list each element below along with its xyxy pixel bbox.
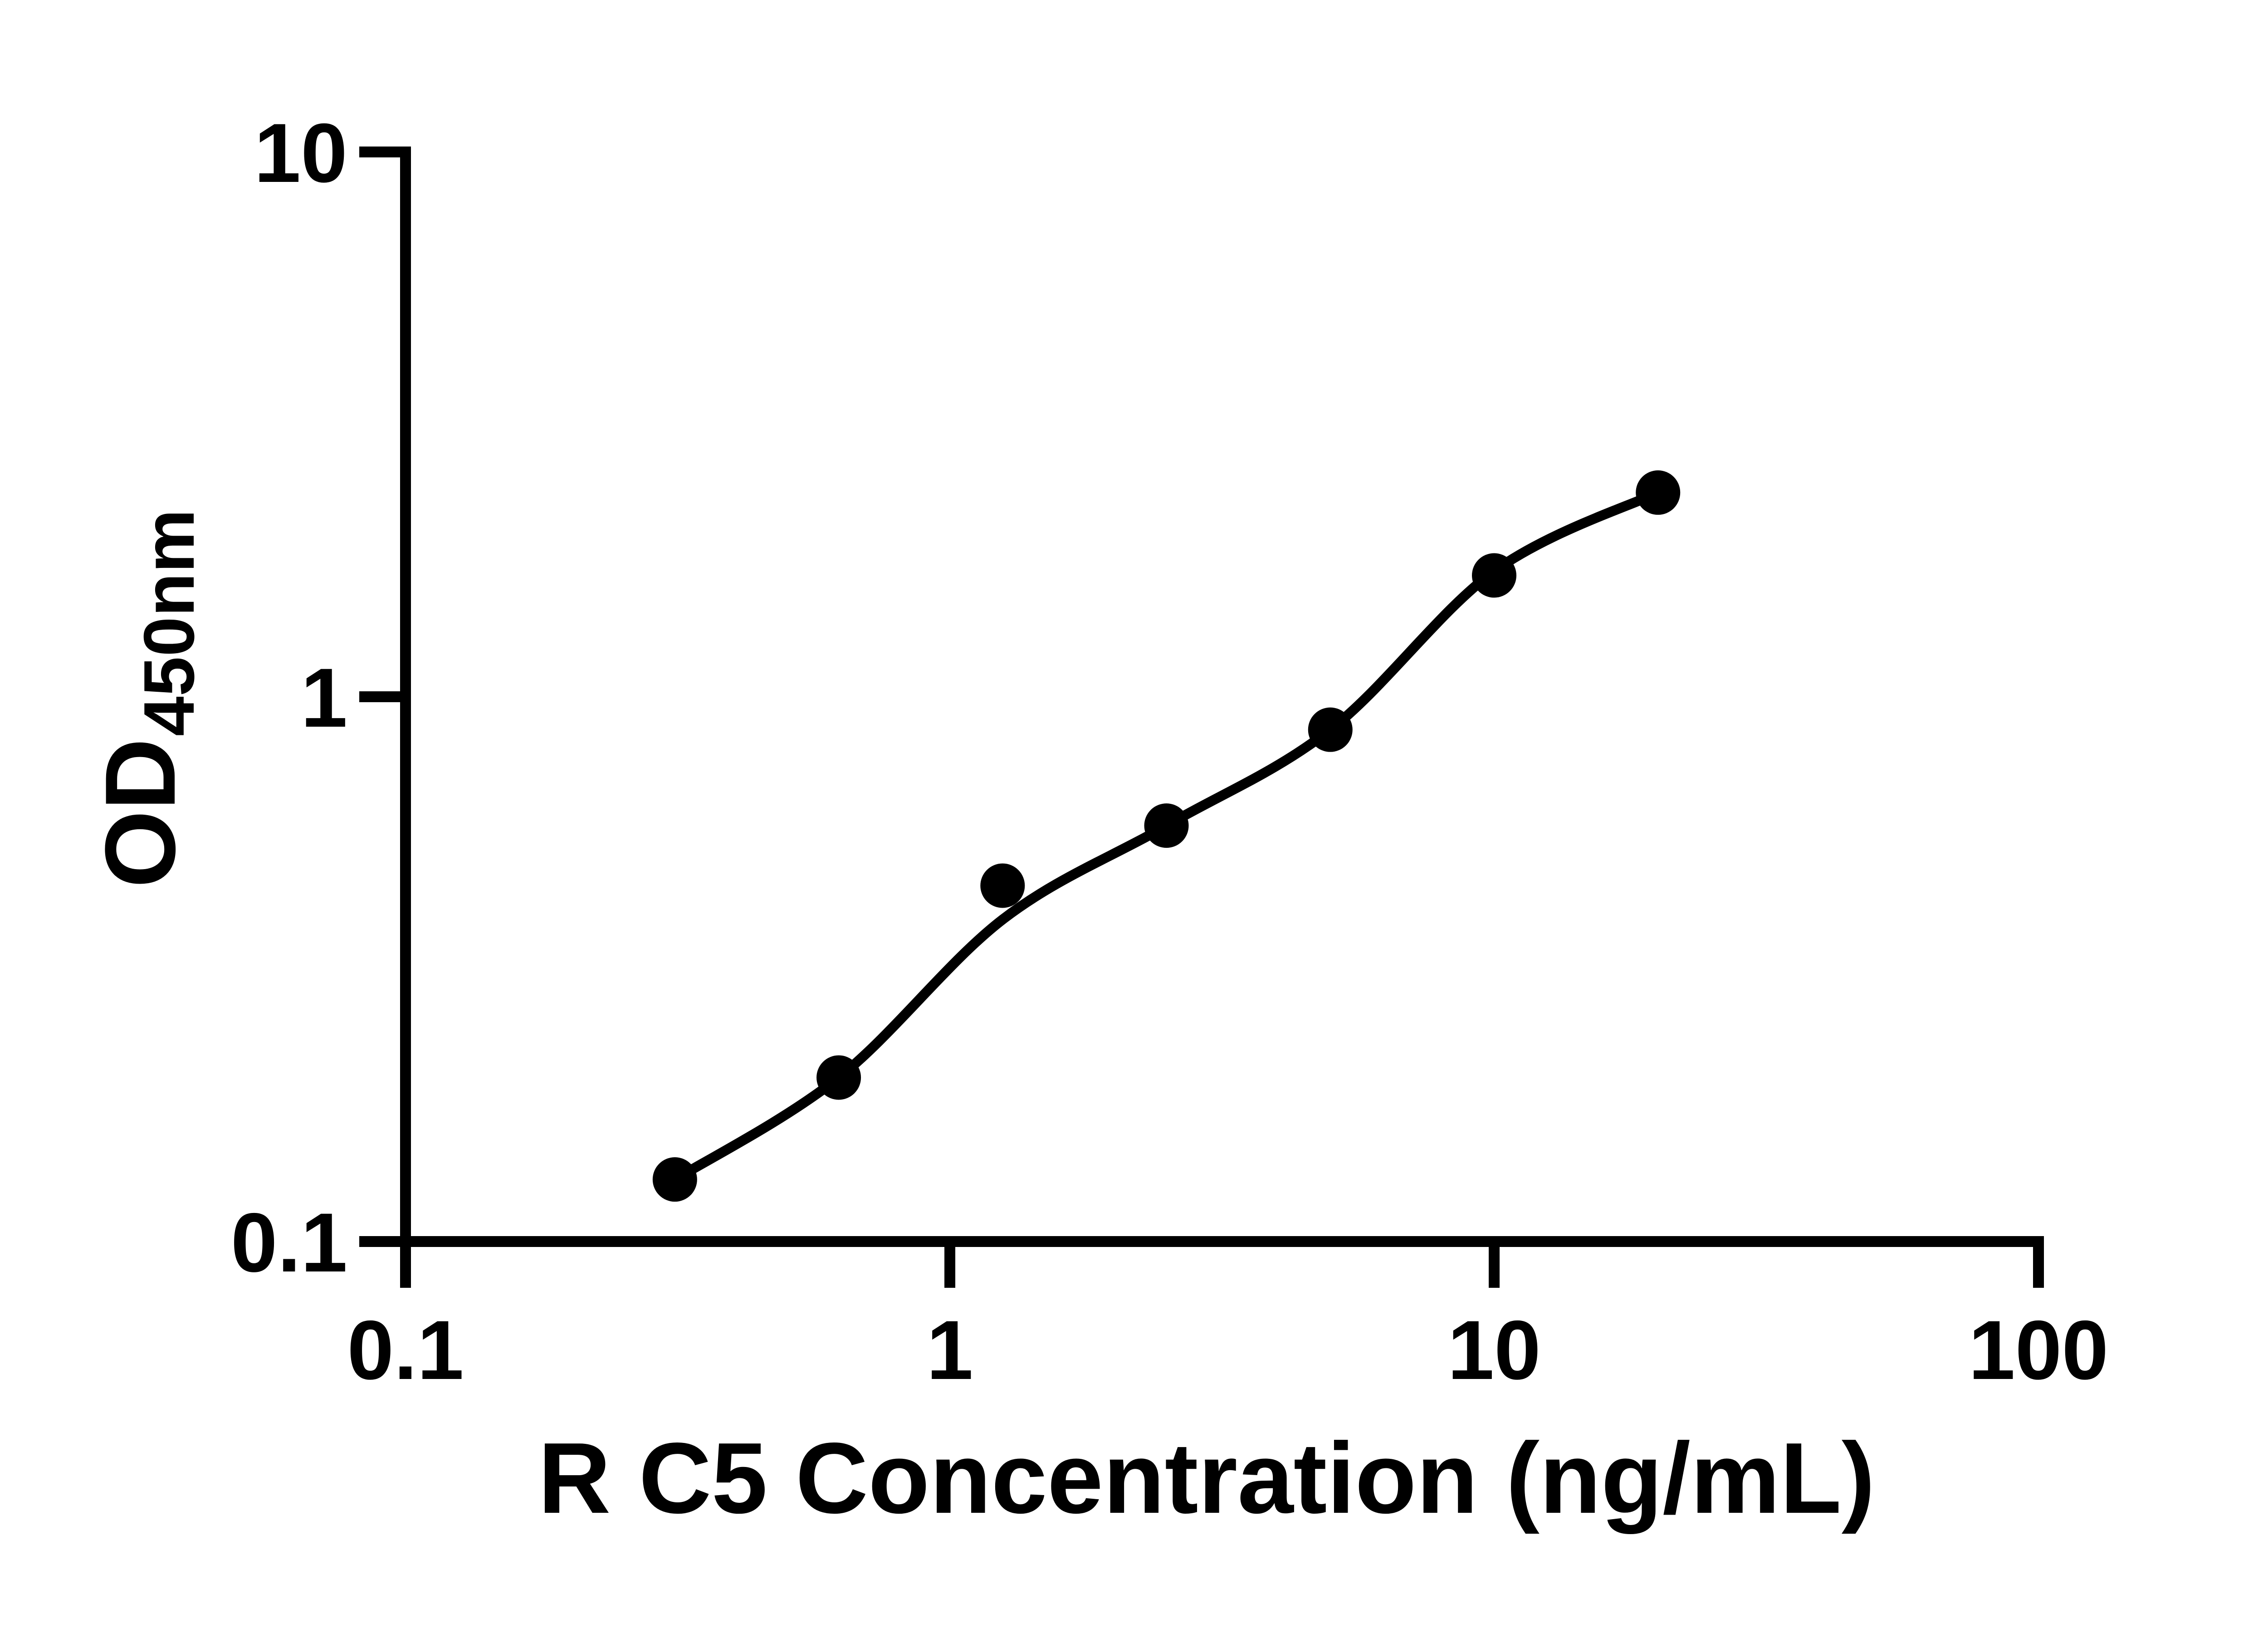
data-points	[652, 470, 1681, 1202]
y-tick-label-1: 1	[301, 651, 347, 745]
x-tick-label-10: 10	[1447, 1304, 1541, 1397]
x-tick-label-100: 100	[1969, 1304, 2109, 1397]
data-point-1.25	[980, 863, 1025, 908]
axis-tick-labels: 0.1 1 10 0.1 1 10 100	[231, 107, 2109, 1397]
x-tick-label-0.1: 0.1	[347, 1304, 464, 1397]
axis-ticks	[359, 147, 2044, 1288]
y-axis-title-subscript: 450nm	[129, 509, 209, 736]
data-point-0.3125	[652, 1157, 697, 1202]
x-tick-label-1: 1	[927, 1304, 973, 1397]
data-point-0.625	[816, 1055, 861, 1100]
y-tick-label-10: 10	[254, 107, 347, 200]
x-axis-title: R C5 Concentration (ng/mL)	[538, 1422, 1875, 1535]
y-axis-title: OD 450nm	[84, 509, 209, 888]
data-point-10	[1472, 553, 1516, 598]
y-axis-title-main: OD	[84, 738, 196, 888]
data-point-20	[1636, 470, 1681, 515]
data-point-5	[1308, 707, 1353, 752]
y-tick-label-0.1: 0.1	[231, 1196, 347, 1290]
axes	[359, 147, 2044, 1288]
data-point-2.5	[1144, 803, 1189, 848]
